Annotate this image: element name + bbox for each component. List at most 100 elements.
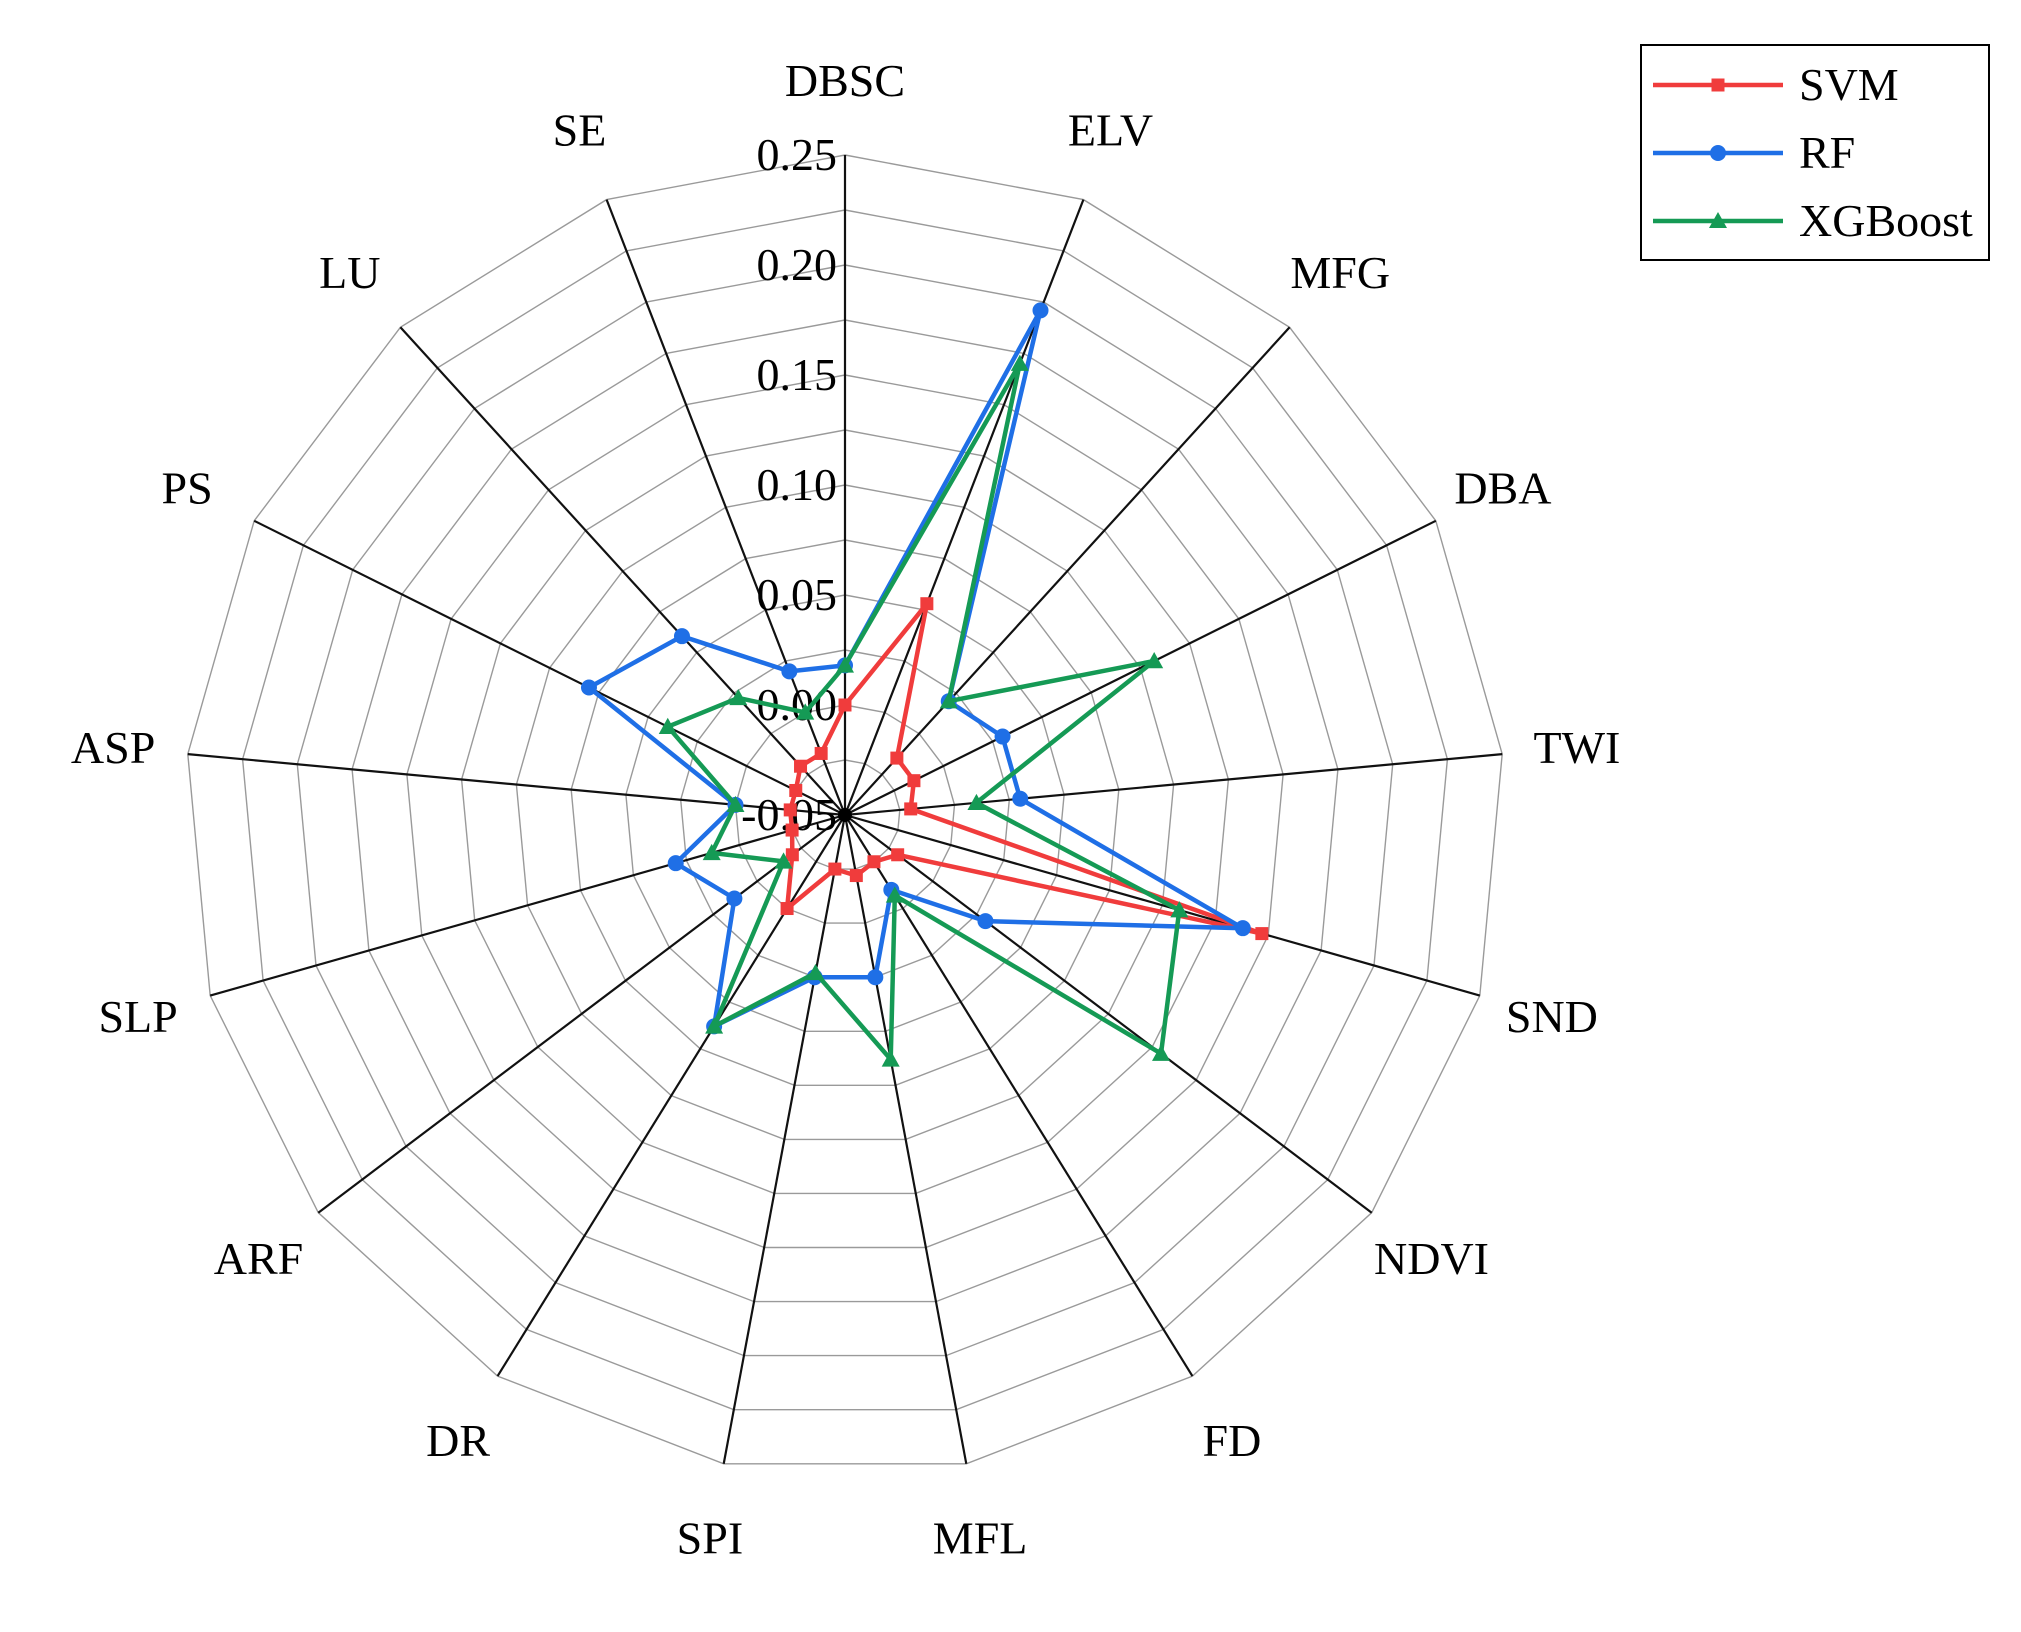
legend-marker (1709, 212, 1727, 228)
axis-spoke (317, 814, 846, 1214)
tick-label: 0.20 (757, 239, 838, 290)
data-point (796, 703, 815, 720)
axis-label-snd: SND (1506, 991, 1598, 1042)
data-point (867, 969, 884, 986)
grid-ring (515, 484, 1175, 1141)
grid-ring (187, 154, 1503, 1465)
data-point (1032, 302, 1049, 319)
data-point (1145, 652, 1164, 669)
axis-label-lu: LU (319, 247, 380, 298)
tick-labels: -0.050.000.050.100.150.200.25 (741, 129, 837, 840)
data-point (667, 855, 684, 872)
legend-marker (1710, 145, 1726, 161)
data-point (794, 759, 808, 773)
data-point (994, 728, 1011, 745)
data-point (891, 848, 905, 862)
axis-label-slp: SLP (98, 991, 177, 1042)
data-point (838, 698, 852, 712)
data-point (977, 913, 994, 930)
tick-label: 0.15 (757, 349, 838, 400)
axis-spoke (253, 519, 846, 816)
axis-spoke (844, 753, 1503, 817)
axis-label-ps: PS (162, 462, 213, 513)
tick-label: 0.10 (757, 459, 838, 510)
series-svm (780, 597, 1269, 941)
data-point (729, 688, 748, 706)
legend-label: SVM (1799, 59, 1899, 110)
series-line-rf (586, 308, 1246, 1029)
axis-spoke (209, 813, 846, 997)
data-point (890, 751, 904, 765)
data-point (673, 628, 690, 645)
data-point (881, 1050, 900, 1067)
data-point (967, 793, 986, 811)
tick-label: 0.25 (757, 129, 838, 180)
axis-label-dr: DR (426, 1415, 490, 1466)
axis-spoke (844, 814, 1194, 1377)
center-dot (838, 808, 852, 822)
axis-label-fd: FD (1202, 1415, 1261, 1466)
axis-spoke (722, 814, 847, 1465)
data-point (789, 783, 803, 797)
data-point (780, 902, 794, 916)
data-point (849, 869, 863, 883)
data-point (774, 852, 793, 869)
grid-ring (460, 429, 1230, 1195)
grid-ring (625, 594, 1065, 1033)
data-point (907, 774, 921, 788)
axis-label-arf: ARF (214, 1233, 303, 1284)
grid-ring (734, 704, 956, 924)
data-point (904, 802, 918, 816)
data-point (1234, 920, 1251, 937)
axis-label-ndvi: NDVI (1374, 1233, 1489, 1284)
data-point (658, 717, 677, 734)
data-point (867, 855, 881, 869)
tick-label: 0.05 (757, 569, 838, 620)
legend-item-rf: RF (1653, 127, 1855, 178)
data-point (1012, 790, 1029, 807)
data-point (580, 679, 597, 696)
axis-label-spi: SPI (677, 1513, 743, 1564)
data-point (705, 1017, 724, 1034)
data-point (726, 890, 743, 907)
axis-spoke (843, 199, 1085, 816)
data-point (785, 823, 799, 837)
data-point (785, 848, 799, 862)
series (580, 302, 1269, 1067)
grid (187, 154, 1503, 1465)
legend-label: RF (1799, 127, 1855, 178)
data-point (702, 843, 721, 861)
series-xgboost (658, 354, 1189, 1067)
axis-label-se: SE (553, 105, 607, 156)
axis-label-elv: ELV (1068, 105, 1153, 156)
data-point (806, 963, 825, 981)
data-point (814, 746, 828, 760)
axis-label-mfg: MFG (1290, 247, 1390, 298)
axis-label-dba: DBA (1454, 462, 1551, 513)
axis-spoke (844, 814, 1373, 1214)
axis-labels: DBSC ELV MFG DBA TWI SND NDVI FD MFL SPI DR ARF SLP A… (71, 55, 1620, 1564)
data-point (726, 795, 745, 813)
series-line-xgboost (665, 361, 1182, 1062)
data-point (783, 803, 797, 817)
legend: SVM RF XGBoost (1640, 44, 1990, 261)
axis-label-twi: TWI (1533, 722, 1620, 773)
data-point (1152, 1044, 1171, 1061)
legend-marker (1711, 78, 1725, 92)
data-point (828, 862, 842, 876)
data-point (1170, 901, 1189, 918)
data-point (939, 692, 958, 709)
data-point (920, 597, 934, 611)
legend-label: XGBoost (1799, 195, 1973, 246)
legend-item-xgboost: XGBoost (1653, 195, 1973, 246)
grid-ring (241, 209, 1449, 1411)
axis-label-mfl: MFL (933, 1513, 1028, 1564)
axis-label-asp: ASP (71, 722, 155, 773)
legend-item-svm: SVM (1653, 59, 1899, 110)
axis-spoke (844, 326, 1291, 816)
grid-ring (351, 319, 1339, 1303)
grid-ring (406, 374, 1284, 1249)
data-point (1010, 354, 1029, 371)
axis-label-dbsc: DBSC (785, 55, 905, 106)
